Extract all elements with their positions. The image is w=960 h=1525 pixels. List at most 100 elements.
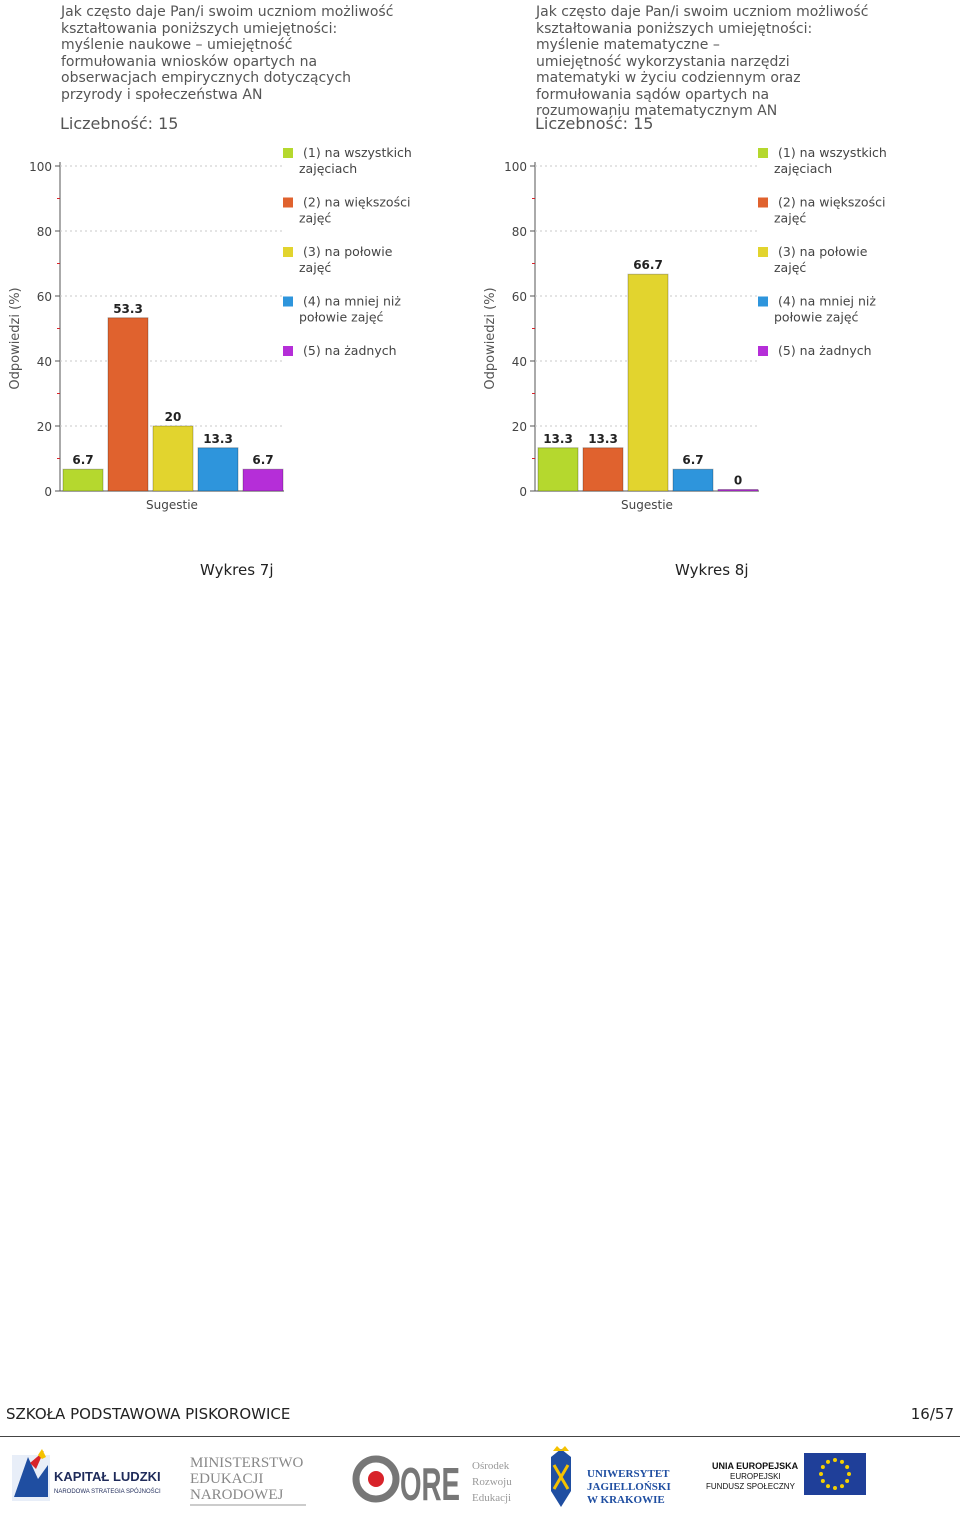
eu-star-icon <box>845 1465 850 1469</box>
legend-label: zajęciach <box>299 161 357 176</box>
legend-swatch <box>283 247 293 257</box>
legend-label: zajęć <box>774 211 806 226</box>
ore-main: ORE <box>400 1458 460 1510</box>
bar-value-label: 13.3 <box>543 432 573 446</box>
eu-star-icon <box>833 1486 837 1490</box>
legend-label: (2) na większości <box>778 195 885 210</box>
eu-line-3: FUNDUSZ SPOŁECZNY <box>706 1482 796 1491</box>
bar <box>152 425 194 492</box>
kapital-main: KAPITAŁ LUDZKI <box>54 1469 161 1484</box>
eu-star-icon <box>840 1459 844 1464</box>
legend-swatch <box>283 148 293 158</box>
bar <box>242 468 284 492</box>
y-tick-label: 100 <box>504 160 527 174</box>
men-logo: MINISTERSTWO EDUKACJI NARODOWEJ <box>190 1455 306 1506</box>
chart-question: Jak często daje Pan/i swoim uczniom możl… <box>61 4 394 103</box>
bar-value-label: 6.7 <box>252 453 273 467</box>
legend-label: zajęciach <box>774 161 832 176</box>
legend-label: (1) na wszystkich <box>303 145 412 160</box>
eu-logo: UNIA EUROPEJSKA EUROPEJSKI FUNDUSZ SPOŁE… <box>706 1453 866 1495</box>
ore-line-2: Rozwoju <box>472 1476 512 1488</box>
kapital-sub: NARODOWA STRATEGIA SPÓJNOŚCI <box>54 1487 161 1495</box>
bar <box>672 468 714 492</box>
ore-line-1: Ośrodek <box>472 1460 510 1472</box>
legend-swatch <box>758 197 768 208</box>
eu-star-icon <box>826 1459 830 1464</box>
men-line-1: MINISTERSTWO <box>190 1455 303 1471</box>
bar-chart-7j: 0 20 40 60 80 100 Odpowiedzi (%) Sugestie 6.7 53.… <box>8 145 412 512</box>
legend-label: połowie zajęć <box>299 310 384 325</box>
ore-line-3: Edukacji <box>472 1492 511 1504</box>
bar-value-label: 53.3 <box>113 302 143 316</box>
bar <box>717 489 759 492</box>
legend-label: (4) na mniej niż <box>303 294 401 309</box>
legend-label: połowie zajęć <box>774 310 859 325</box>
bar-value-label: 0 <box>734 474 742 488</box>
legend-swatch <box>758 296 768 307</box>
legend-label: (3) na połowie <box>778 244 868 259</box>
bar-value-label: 13.3 <box>588 432 618 446</box>
eu-star-icon <box>819 1472 823 1476</box>
y-tick-label: 0 <box>44 485 52 499</box>
bar-value-label: 66.7 <box>633 258 663 272</box>
eu-line-2: EUROPEJSKI <box>730 1472 781 1481</box>
legend-label: (1) na wszystkich <box>778 145 887 160</box>
men-line-3: NARODOWEJ <box>190 1487 283 1503</box>
bar-value-label: 20 <box>165 410 182 424</box>
uj-logo: UNIWERSYTET JAGIELLOŃSKI W KRAKOWIE <box>551 1446 671 1507</box>
chart-question: Jak często daje Pan/i swoim uczniom możl… <box>536 4 869 119</box>
y-tick-label: 20 <box>37 420 52 434</box>
bar <box>107 317 149 492</box>
y-tick-label: 40 <box>37 355 52 369</box>
page-number: 16/57 <box>910 1405 954 1423</box>
count-label: Liczebność: 15 <box>535 114 654 133</box>
eu-line-1: UNIA EUROPEJSKA <box>712 1461 799 1471</box>
legend-label: (5) na żadnych <box>778 343 872 358</box>
legend-swatch <box>283 346 293 356</box>
chart-7j: Jak często daje Pan/i swoim uczniom możl… <box>0 0 470 520</box>
bar-value-label: 6.7 <box>72 453 93 467</box>
y-tick-label: 0 <box>519 485 527 499</box>
legend-swatch <box>758 247 768 257</box>
uj-line-2: JAGIELLOŃSKI <box>587 1481 671 1493</box>
uj-line-1: UNIWERSYTET <box>587 1468 670 1480</box>
legend-label: zajęć <box>774 260 806 275</box>
y-axis-label: Odpowiedzi (%) <box>483 287 498 389</box>
eu-star-icon <box>820 1465 825 1469</box>
legend-label: zajęć <box>299 260 331 275</box>
eu-star-icon <box>840 1484 844 1489</box>
legend-label: (3) na połowie <box>303 244 393 259</box>
chart-8j: Jak często daje Pan/i swoim uczniom możl… <box>475 0 945 520</box>
eu-star-icon <box>845 1479 850 1483</box>
footer-school-name: SZKOŁA PODSTAWOWA PISKOROWICE <box>6 1405 291 1423</box>
ore-logo: ORE Ośrodek Rozwoju Edukacji <box>352 1455 512 1510</box>
men-line-2: EDUKACJI <box>190 1471 263 1487</box>
footer-logos: KAPITAŁ LUDZKI NARODOWA STRATEGIA SPÓJNO… <box>0 1445 960 1515</box>
legend-swatch <box>758 346 768 356</box>
kapital-ludzki-logo: KAPITAŁ LUDZKI NARODOWA STRATEGIA SPÓJNO… <box>12 1449 161 1501</box>
legend-label: (4) na mniej niż <box>778 294 876 309</box>
eu-star-icon <box>847 1472 851 1476</box>
bar-value-label: 6.7 <box>682 453 703 467</box>
y-tick-label: 80 <box>37 225 52 239</box>
legend-label: zajęć <box>299 211 331 226</box>
figure-caption: Wykres 7j <box>200 561 274 579</box>
y-tick-label: 60 <box>512 290 527 304</box>
eu-star-icon <box>833 1458 837 1462</box>
x-axis-label: Sugestie <box>146 498 198 512</box>
y-tick-label: 80 <box>512 225 527 239</box>
bar <box>627 273 669 492</box>
y-tick-label: 60 <box>37 290 52 304</box>
uj-line-3: W KRAKOWIE <box>587 1494 665 1506</box>
y-tick-label: 100 <box>29 160 52 174</box>
bar <box>537 447 579 492</box>
footer-divider <box>0 1436 960 1437</box>
bar <box>582 447 624 492</box>
legend-swatch <box>758 148 768 158</box>
eu-star-icon <box>826 1484 830 1489</box>
figure-caption: Wykres 8j <box>675 561 749 579</box>
legend-swatch <box>283 296 293 307</box>
bar <box>197 447 239 492</box>
bar-chart-8j: 0 20 40 60 80 100 Odpowiedzi (%) Sugestie 13.3 13… <box>483 145 887 512</box>
bar-value-label: 13.3 <box>203 432 233 446</box>
